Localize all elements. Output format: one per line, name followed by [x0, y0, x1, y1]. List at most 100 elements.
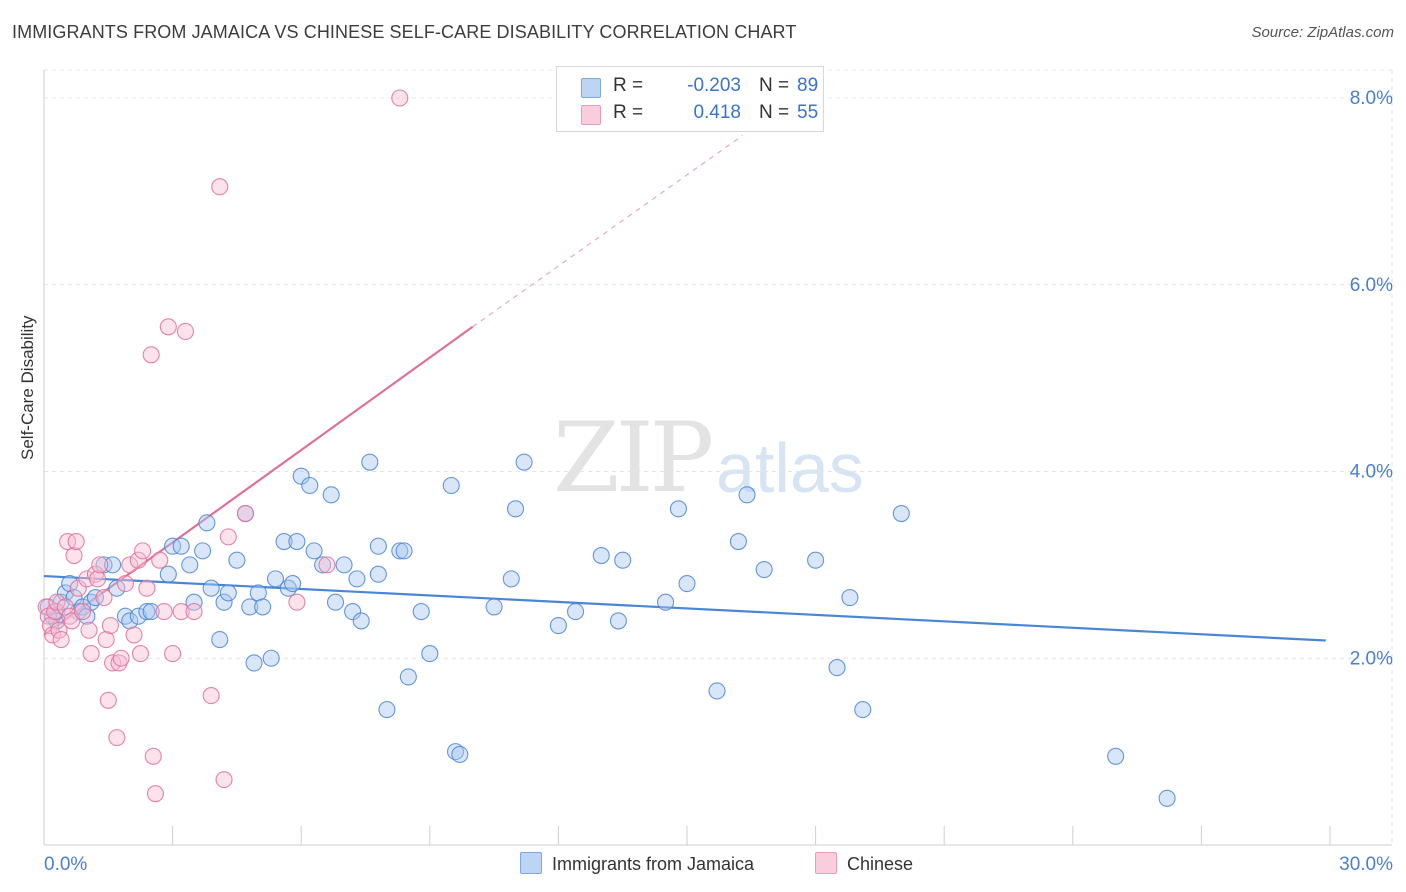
data-point-jamaica	[241, 598, 259, 616]
data-point-jamaica	[755, 560, 773, 579]
legend-swatch-jamaica	[520, 852, 542, 874]
stats-swatch-jamaica	[581, 78, 601, 98]
data-point-chinese	[74, 603, 92, 621]
data-point-chinese	[104, 654, 122, 672]
data-point-chinese	[318, 556, 336, 574]
data-point-jamaica	[592, 546, 610, 565]
data-point-jamaica	[86, 589, 104, 607]
data-point-jamaica	[369, 537, 387, 555]
legend-item-jamaica[interactable]: Immigrants from Jamaica	[520, 852, 754, 876]
data-point-chinese	[134, 542, 152, 560]
data-point-jamaica	[314, 556, 332, 574]
r-value: -0.203	[687, 75, 741, 96]
data-point-jamaica	[322, 486, 340, 504]
data-point-jamaica	[211, 631, 229, 649]
data-point-chinese	[391, 89, 409, 107]
data-point-jamaica	[549, 617, 567, 635]
data-point-chinese	[151, 551, 169, 569]
data-point-chinese	[67, 532, 85, 551]
data-point-jamaica	[181, 556, 199, 574]
data-point-jamaica	[515, 453, 533, 471]
data-point-jamaica	[326, 593, 345, 611]
chart-title: IMMIGRANTS FROM JAMAICA VS CHINESE SELF-…	[12, 22, 797, 42]
trend-line-jamaica	[43, 574, 1326, 642]
data-point-chinese	[108, 729, 126, 747]
data-point-jamaica	[108, 579, 126, 597]
data-point-jamaica	[807, 551, 825, 569]
data-point-chinese	[80, 621, 98, 639]
data-point-chinese	[112, 649, 130, 667]
data-point-jamaica	[708, 682, 726, 700]
trend-line-chinese-extrapolated	[472, 134, 744, 328]
data-point-chinese	[176, 322, 195, 340]
data-point-chinese	[116, 575, 134, 593]
data-point-jamaica	[172, 537, 190, 555]
n-value: 55	[797, 102, 819, 123]
y-tick-label: 4.0%	[1350, 462, 1393, 483]
tick-labels: 2.0% 4.0% 6.0% 8.0% 0.0% 30.0%	[44, 88, 1393, 875]
data-point-jamaica	[451, 745, 469, 763]
data-point-chinese	[56, 598, 74, 616]
data-point-jamaica	[215, 593, 233, 611]
n-label: N =	[759, 102, 790, 123]
data-point-jamaica	[828, 659, 846, 677]
n-value: 89	[797, 75, 819, 96]
data-point-jamaica	[129, 607, 147, 625]
data-point-chinese	[48, 593, 66, 611]
legend-item-chinese[interactable]: Chinese	[815, 852, 913, 876]
data-point-jamaica	[678, 575, 696, 593]
watermark-atlas: atlas	[716, 429, 864, 507]
data-point-jamaica	[249, 584, 267, 602]
data-point-chinese	[144, 747, 162, 765]
legend-label-jamaica: Immigrants from Jamaica	[552, 854, 755, 874]
trend-lines	[43, 134, 1326, 642]
data-point-chinese	[99, 691, 117, 709]
legend-label-chinese: Chinese	[847, 854, 914, 874]
data-point-chinese	[146, 785, 165, 803]
data-point-jamaica	[348, 570, 366, 588]
r-label: R =	[613, 75, 644, 96]
data-point-chinese	[138, 579, 156, 597]
data-point-chinese	[211, 178, 229, 196]
data-point-jamaica	[65, 589, 83, 607]
data-point-jamaica	[194, 542, 212, 560]
data-point-jamaica	[284, 575, 302, 593]
data-point-chinese	[52, 631, 70, 649]
data-point-jamaica	[729, 532, 747, 551]
data-point-chinese	[288, 593, 306, 611]
data-point-chinese	[69, 579, 87, 597]
data-point-chinese	[101, 617, 119, 635]
data-point-jamaica	[138, 603, 156, 621]
data-point-jamaica	[738, 486, 756, 504]
r-label: R =	[613, 102, 644, 123]
data-point-jamaica	[262, 649, 280, 667]
data-point-chinese	[89, 570, 107, 588]
data-point-chinese	[82, 645, 100, 663]
data-point-jamaica	[614, 551, 632, 569]
data-point-chinese	[236, 504, 255, 523]
data-point-chinese	[164, 645, 182, 663]
data-point-jamaica	[506, 500, 525, 518]
data-point-chinese	[185, 603, 203, 621]
data-point-jamaica	[1158, 789, 1176, 807]
data-point-jamaica	[121, 612, 139, 630]
r-value: 0.418	[693, 102, 741, 123]
data-point-jamaica	[421, 645, 439, 663]
data-point-jamaica	[202, 579, 220, 597]
x-tick-label-max: 30.0%	[1339, 854, 1393, 875]
data-point-jamaica	[391, 542, 409, 560]
data-point-chinese	[202, 687, 220, 705]
data-point-chinese	[215, 771, 233, 789]
data-point-jamaica	[266, 570, 285, 588]
data-point-chinese	[97, 631, 115, 649]
data-point-jamaica	[159, 565, 177, 583]
data-point-chinese	[95, 589, 113, 607]
data-point-jamaica	[566, 603, 585, 621]
data-point-chinese	[159, 318, 177, 336]
data-point-chinese	[63, 612, 81, 630]
data-point-chinese	[91, 556, 109, 574]
data-point-jamaica	[164, 537, 182, 555]
data-point-jamaica	[669, 500, 687, 518]
source-label: Source: ZipAtlas.com	[1251, 24, 1394, 41]
data-point-chinese	[125, 626, 143, 644]
